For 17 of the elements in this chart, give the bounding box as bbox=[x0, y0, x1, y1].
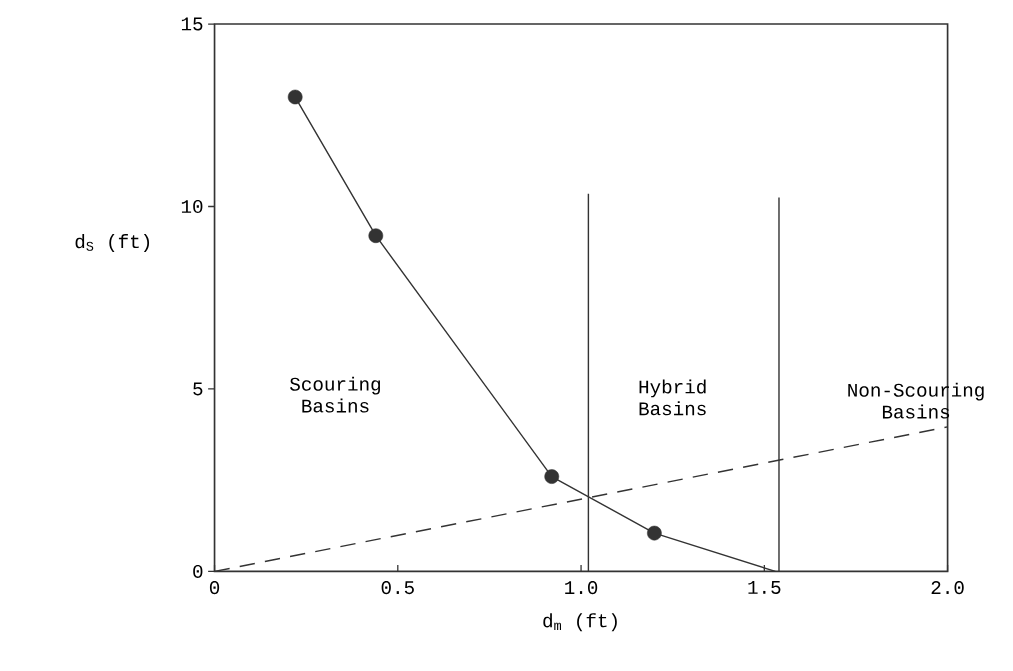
x-axis-title: d$_{m}$ (ft) bbox=[543, 612, 617, 631]
y-tick-label: 15 bbox=[181, 17, 203, 31]
point bbox=[647, 525, 662, 541]
y-tick-label: 10 bbox=[181, 199, 203, 213]
x-tick-label: 2.0 bbox=[931, 580, 964, 594]
x-tick-label: 0 bbox=[209, 580, 220, 594]
point bbox=[368, 228, 384, 243]
annotation: Hybrid Basins bbox=[639, 379, 706, 416]
x-tick-label: 0.5 bbox=[381, 580, 414, 594]
annotation: Scouring Basins bbox=[290, 376, 381, 413]
point bbox=[287, 89, 303, 105]
y-axis-title: d$_{S}$ (ft) bbox=[75, 233, 150, 252]
x-tick-label: 1.0 bbox=[565, 580, 598, 594]
x-tick-label: 1.5 bbox=[748, 580, 781, 594]
y-tick-label: 0 bbox=[193, 564, 203, 578]
point bbox=[544, 468, 560, 484]
y-tick-label: 5 bbox=[193, 382, 203, 396]
